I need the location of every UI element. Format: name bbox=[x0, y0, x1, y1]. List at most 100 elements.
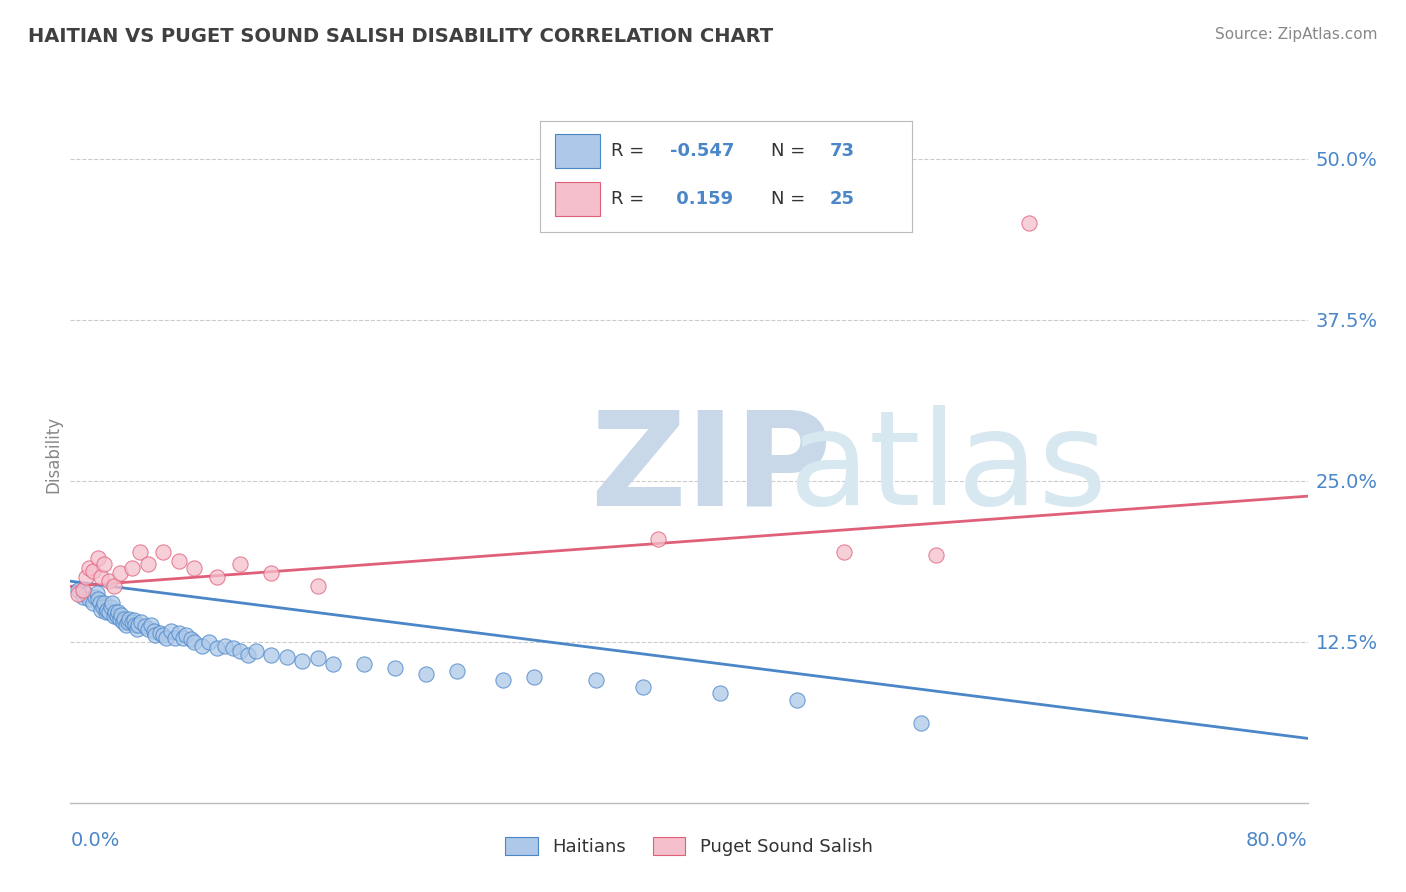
Point bbox=[165, 631, 187, 645]
Point bbox=[631, 680, 654, 694]
Text: Source: ZipAtlas.com: Source: ZipAtlas.com bbox=[1215, 27, 1378, 42]
Text: ZIP: ZIP bbox=[591, 405, 831, 533]
Point bbox=[108, 566, 131, 581]
Point bbox=[104, 605, 127, 619]
Point bbox=[118, 611, 141, 625]
Point bbox=[117, 615, 139, 630]
Point bbox=[307, 579, 329, 593]
Point bbox=[222, 641, 245, 656]
Point bbox=[585, 673, 607, 688]
Point bbox=[709, 686, 731, 700]
Point bbox=[67, 587, 90, 601]
Point bbox=[276, 650, 298, 665]
Point bbox=[105, 609, 128, 624]
Point bbox=[103, 579, 125, 593]
Point bbox=[86, 586, 108, 600]
Text: 0.159: 0.159 bbox=[671, 190, 734, 208]
Point bbox=[129, 544, 152, 558]
Point bbox=[149, 625, 172, 640]
Point bbox=[94, 605, 117, 619]
Point bbox=[786, 692, 808, 706]
Point bbox=[111, 615, 134, 630]
Text: 25: 25 bbox=[830, 190, 855, 208]
Point bbox=[238, 648, 260, 662]
Point bbox=[77, 561, 100, 575]
Text: 73: 73 bbox=[830, 142, 855, 160]
Point bbox=[67, 583, 90, 598]
Point bbox=[87, 592, 110, 607]
Point bbox=[191, 639, 214, 653]
Text: R =: R = bbox=[612, 190, 650, 208]
Point bbox=[110, 607, 132, 622]
Point bbox=[910, 715, 932, 730]
Point bbox=[121, 615, 143, 630]
Point bbox=[152, 544, 174, 558]
Point bbox=[183, 561, 205, 575]
Point bbox=[82, 596, 105, 610]
Point bbox=[832, 544, 855, 558]
Point bbox=[384, 660, 406, 674]
Point bbox=[925, 549, 948, 563]
Text: HAITIAN VS PUGET SOUND SALISH DISABILITY CORRELATION CHART: HAITIAN VS PUGET SOUND SALISH DISABILITY… bbox=[28, 27, 773, 45]
Point bbox=[139, 618, 162, 632]
Point bbox=[260, 566, 283, 581]
Point bbox=[89, 596, 111, 610]
Point bbox=[101, 596, 124, 610]
Point bbox=[229, 644, 252, 658]
Point bbox=[108, 611, 131, 625]
Point bbox=[115, 618, 138, 632]
Point bbox=[96, 602, 118, 616]
Point bbox=[90, 602, 112, 616]
Point bbox=[72, 583, 94, 598]
Point bbox=[107, 605, 129, 619]
Bar bbox=[555, 182, 600, 216]
Point bbox=[183, 634, 205, 648]
Text: atlas: atlas bbox=[787, 405, 1107, 533]
Text: -0.547: -0.547 bbox=[671, 142, 735, 160]
Point bbox=[322, 657, 344, 671]
Point bbox=[446, 665, 468, 679]
Point bbox=[245, 644, 267, 658]
Point bbox=[207, 641, 229, 656]
Point bbox=[87, 551, 110, 566]
Point bbox=[121, 561, 143, 575]
Point bbox=[167, 553, 190, 567]
Point bbox=[180, 632, 202, 647]
Point bbox=[260, 648, 283, 662]
Point bbox=[82, 564, 105, 578]
Point bbox=[77, 592, 100, 607]
Point bbox=[72, 590, 94, 604]
Point bbox=[207, 570, 229, 584]
Text: R =: R = bbox=[612, 142, 650, 160]
Point bbox=[198, 634, 221, 648]
Point bbox=[155, 631, 177, 645]
Text: 80.0%: 80.0% bbox=[1246, 830, 1308, 850]
Point bbox=[134, 619, 156, 633]
Point bbox=[75, 587, 97, 601]
Point bbox=[124, 618, 146, 632]
Point bbox=[160, 624, 183, 639]
Text: N =: N = bbox=[770, 190, 811, 208]
Legend: Haitians, Puget Sound Salish: Haitians, Puget Sound Salish bbox=[498, 830, 880, 863]
Point bbox=[90, 570, 112, 584]
Text: N =: N = bbox=[770, 142, 811, 160]
Point bbox=[167, 625, 190, 640]
Point bbox=[127, 618, 149, 632]
Point bbox=[136, 558, 159, 572]
Point bbox=[84, 590, 107, 604]
Point bbox=[100, 599, 122, 614]
Text: 0.0%: 0.0% bbox=[70, 830, 120, 850]
Point bbox=[353, 657, 375, 671]
Point bbox=[93, 558, 115, 572]
Point bbox=[415, 667, 437, 681]
Point bbox=[91, 599, 114, 614]
Point bbox=[98, 605, 120, 619]
Point bbox=[172, 631, 194, 645]
Point bbox=[75, 570, 97, 584]
Point bbox=[103, 609, 125, 624]
Point bbox=[145, 628, 166, 642]
Point bbox=[152, 628, 174, 642]
Y-axis label: Disability: Disability bbox=[44, 417, 62, 493]
Point bbox=[1018, 216, 1040, 230]
Point bbox=[122, 613, 145, 627]
